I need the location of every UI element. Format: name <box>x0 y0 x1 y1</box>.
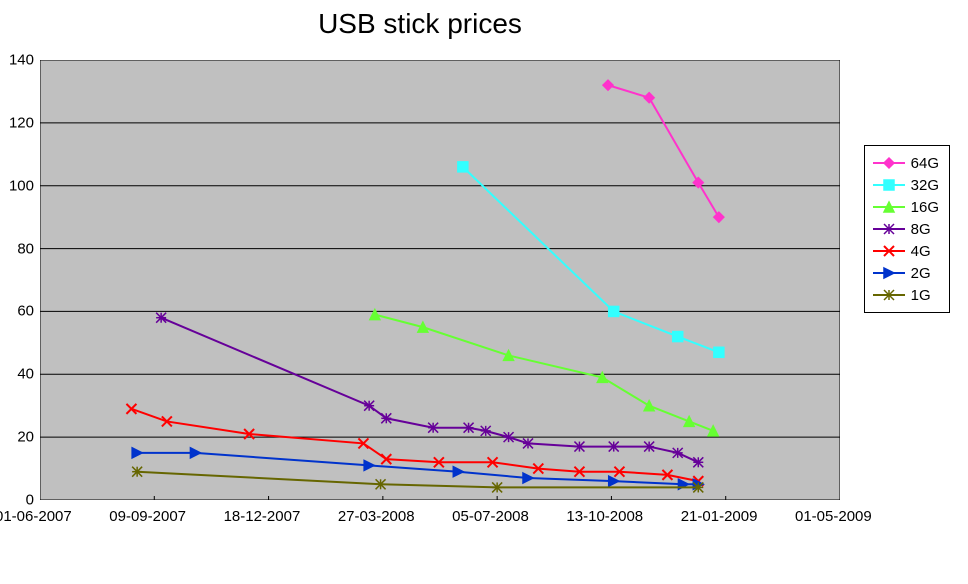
x-tick-label: 09-09-2007 <box>109 508 186 525</box>
legend-label: 16G <box>911 199 939 216</box>
legend-item: 2G <box>873 262 939 284</box>
legend-item: 32G <box>873 174 939 196</box>
y-tick-label: 100 <box>9 177 34 194</box>
x-tick-label: 13-10-2008 <box>566 508 643 525</box>
legend-item: 64G <box>873 152 939 174</box>
x-tick-label: 01-06-2007 <box>0 508 72 525</box>
y-axis-labels: 020406080100120140 <box>0 60 38 500</box>
y-tick-label: 40 <box>17 366 34 383</box>
x-tick-label: 27-03-2008 <box>338 508 415 525</box>
legend-swatch <box>873 288 905 302</box>
y-tick-label: 140 <box>9 52 34 69</box>
y-tick-label: 0 <box>26 492 34 509</box>
legend-swatch <box>873 266 905 280</box>
y-tick-label: 120 <box>9 114 34 131</box>
legend-item: 1G <box>873 284 939 306</box>
legend-item: 4G <box>873 240 939 262</box>
chart-plot-area <box>40 60 840 500</box>
x-axis-labels: 01-06-2007 09-09-2007 18-12-2007 27-03-2008… <box>0 508 870 532</box>
chart-title: USB stick prices <box>0 8 840 40</box>
x-tick-label: 18-12-2007 <box>224 508 301 525</box>
legend-label: 2G <box>911 265 931 282</box>
y-tick-label: 20 <box>17 429 34 446</box>
y-tick-label: 80 <box>17 240 34 257</box>
legend-label: 32G <box>911 177 939 194</box>
legend-item: 16G <box>873 196 939 218</box>
legend-swatch <box>873 178 905 192</box>
legend-swatch <box>873 156 905 170</box>
chart-container: USB stick prices 0 20 40 60 80 100 120 140 01-0… <box>0 0 968 584</box>
legend-label: 4G <box>911 243 931 260</box>
x-tick-label: 05-07-2008 <box>452 508 529 525</box>
y-tick-label: 60 <box>17 303 34 320</box>
x-tick-label: 21-01-2009 <box>681 508 758 525</box>
legend-swatch <box>873 200 905 214</box>
legend-label: 64G <box>911 155 939 172</box>
legend-swatch <box>873 222 905 236</box>
legend-label: 8G <box>911 221 931 238</box>
legend-swatch <box>873 244 905 258</box>
x-tick-label: 01-05-2009 <box>795 508 872 525</box>
legend-label: 1G <box>911 287 931 304</box>
legend-item: 8G <box>873 218 939 240</box>
chart-legend: 64G 32G 16G 8G 4G 2G 1G <box>864 145 950 313</box>
